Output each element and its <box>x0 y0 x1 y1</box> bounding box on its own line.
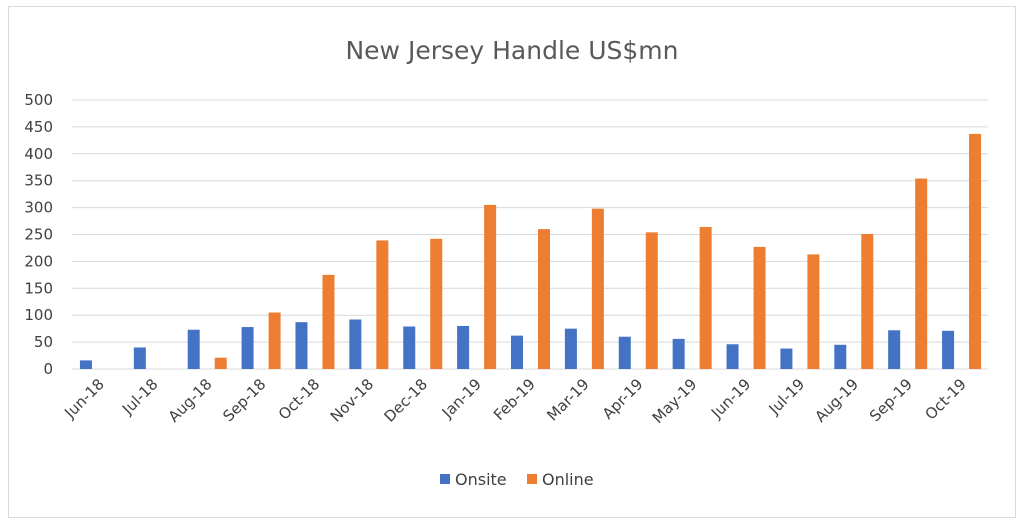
y-tick-label: 500 <box>24 91 53 109</box>
x-tick-label: Oct-19 <box>921 375 969 423</box>
bar-online-feb-19 <box>538 229 550 369</box>
legend-swatch-onsite <box>440 474 450 484</box>
x-tick-label: Dec-18 <box>380 375 431 426</box>
bar-online-oct-19 <box>969 133 982 369</box>
y-tick-label: 100 <box>24 306 53 324</box>
bar-onsite-oct-18 <box>295 322 308 369</box>
legend-swatch-online <box>527 474 537 484</box>
x-tick-label: Feb-19 <box>490 375 539 424</box>
x-tick-label: Mar-19 <box>543 375 592 424</box>
x-tick-label: May-19 <box>649 375 701 427</box>
bar-online-nov-18 <box>376 240 389 369</box>
y-tick-label: 0 <box>43 360 53 378</box>
bar-online-apr-19 <box>645 232 658 369</box>
legend-label-onsite: Onsite <box>455 470 507 489</box>
y-tick-label: 200 <box>24 252 53 270</box>
bar-onsite-jun-18 <box>79 360 92 369</box>
bar-online-sep-18 <box>268 312 281 369</box>
bar-online-aug-18 <box>214 357 227 369</box>
bar-onsite-jun-19 <box>726 344 739 369</box>
y-tick-label: 450 <box>24 118 53 136</box>
chart-frame <box>8 6 1016 518</box>
x-axis: Jun-18 Jul-18 Aug-18 Sep-18 Oct-18 Nov-18 Dec-… <box>60 375 969 427</box>
x-tick-label: Jun-18 <box>60 375 107 422</box>
bar-onsite-sep-18 <box>241 327 254 369</box>
bar-online-jul-19 <box>807 254 820 369</box>
legend: Onsite Online <box>440 470 594 489</box>
bar-onsite-may-19 <box>672 338 685 369</box>
bar-onsite-sep-19 <box>888 330 901 369</box>
x-tick-label: Sep-19 <box>866 375 916 425</box>
y-tick-label: 350 <box>24 172 53 190</box>
y-axis: 0 50 100 150 200 250 300 350 400 450 500 <box>24 91 53 378</box>
x-tick-label: Aug-18 <box>165 375 216 426</box>
bar-online-may-19 <box>699 226 712 369</box>
x-tick-label: Jul-18 <box>118 375 162 419</box>
bar-onsite-apr-19 <box>618 336 631 369</box>
bar-onsite-dec-18 <box>403 326 416 369</box>
bar-onsite-jul-18 <box>133 347 146 369</box>
x-tick-label: Jun-19 <box>707 375 754 422</box>
bar-online-sep-19 <box>915 178 928 369</box>
bar-online-mar-19 <box>591 208 604 369</box>
bar-online-jan-19 <box>484 204 497 369</box>
bar-online-oct-18 <box>322 274 335 369</box>
x-tick-label: Oct-18 <box>275 375 323 423</box>
x-tick-label: Nov-18 <box>327 375 377 425</box>
gridlines <box>72 99 988 370</box>
x-tick-label: Jul-19 <box>765 375 809 419</box>
y-tick-label: 50 <box>34 333 53 351</box>
x-tick-label: Aug-19 <box>811 375 862 426</box>
bars <box>79 133 982 369</box>
y-tick-label: 150 <box>24 279 53 297</box>
x-tick-label: Jan-19 <box>438 375 485 422</box>
y-tick-label: 300 <box>24 199 53 217</box>
y-tick-label: 250 <box>24 226 53 244</box>
bar-onsite-jul-19 <box>780 348 793 369</box>
y-tick-label: 400 <box>24 145 53 163</box>
bar-onsite-nov-18 <box>349 319 362 369</box>
bar-onsite-aug-19 <box>834 344 847 369</box>
bar-onsite-jan-19 <box>457 325 470 369</box>
bar-onsite-aug-18 <box>187 329 200 369</box>
bar-online-aug-19 <box>861 233 874 369</box>
bar-online-dec-18 <box>430 238 443 369</box>
bar-online-jun-19 <box>753 246 766 369</box>
x-tick-label: Apr-19 <box>599 375 647 423</box>
bar-onsite-mar-19 <box>564 328 577 369</box>
x-tick-label: Sep-18 <box>219 375 269 425</box>
bar-onsite-oct-19 <box>942 330 955 369</box>
legend-label-online: Online <box>542 470 594 489</box>
chart-title: New Jersey Handle US$mn <box>345 36 678 65</box>
bar-onsite-feb-19 <box>511 335 523 369</box>
